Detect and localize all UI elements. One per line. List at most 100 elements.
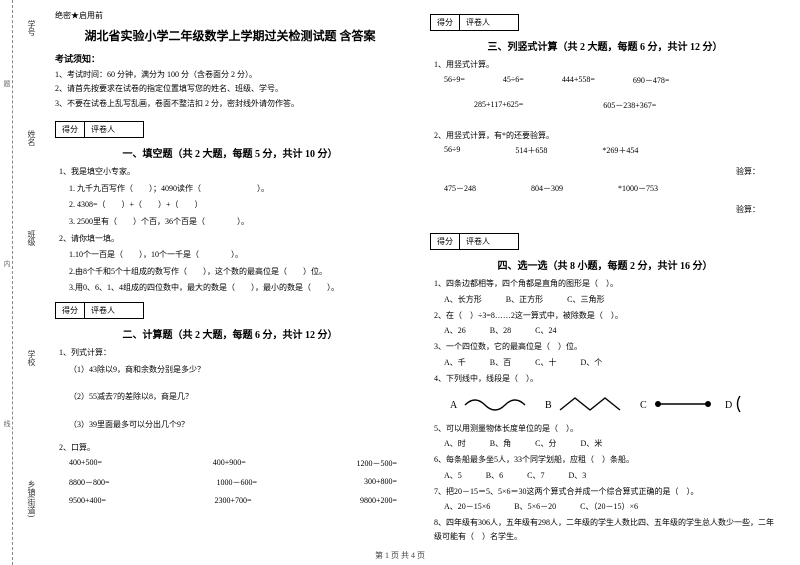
opt: C、三角形 <box>567 295 604 304</box>
opt: A、26 <box>444 326 466 335</box>
opt: C、（20－15）×6 <box>580 502 638 511</box>
expr: 475－248 <box>444 183 476 194</box>
s2q1b: （2）55减去7的差除以8，商是几？ <box>55 390 405 404</box>
section-4-title: 四、选一选（共 8 小题，每题 2 分，共计 16 分） <box>430 257 780 272</box>
opt: C、24 <box>535 326 556 335</box>
confidential-tag: 绝密★启用前 <box>55 10 405 21</box>
opt: B、28 <box>490 326 511 335</box>
opt: A、长方形 <box>444 295 482 304</box>
exam-title: 湖北省实验小学二年级数学上学期过关检测试题 含答案 <box>55 27 405 44</box>
s3q2: 2、用竖式计算，有*的还要验算。 <box>430 129 780 143</box>
q1c: 3. 2500里有（ ）个百，36个百是（ ）。 <box>55 215 405 229</box>
page-footer: 第 1 页 共 4 页 <box>0 550 800 561</box>
calc-row: 56÷9= 45÷6= 444+558= 690－478= <box>430 75 780 86</box>
zigzag-icon <box>560 398 620 410</box>
calc-row: 9500+400= 2300+700= 9800+200= <box>55 496 405 505</box>
grader-label: 评卷人 <box>85 303 143 318</box>
calc-row: 56÷9 514＋658 *269＋454 <box>430 145 780 156</box>
expr: 300+800= <box>364 477 397 488</box>
expr: *269＋454 <box>602 145 638 156</box>
expr: 605－238+367= <box>603 100 656 111</box>
dot-icon <box>705 401 711 407</box>
options: A、长方形 B、正方形 C、三角形 <box>430 294 780 305</box>
label-town: 乡镇(街道) <box>26 480 37 517</box>
calc-row: 8800－800= 1000－600= 300+800= <box>55 477 405 488</box>
s4q1: 1、四条边都相等，四个角都是直角的图形是（ ）。 <box>430 277 780 291</box>
section-3-title: 三、列竖式计算（共 2 大题，每题 6 分，共计 12 分） <box>430 38 780 53</box>
label-name: 姓名 <box>26 130 37 146</box>
opt: D、个 <box>580 358 602 367</box>
notice-item: 1、考试时间：60 分钟，满分为 100 分（含卷面分 2 分）。 <box>55 68 405 82</box>
wave-icon <box>465 400 525 410</box>
check-label: 验算： <box>430 166 780 177</box>
s2q2: 2、口算。 <box>55 441 405 455</box>
opt: C、分 <box>535 439 556 448</box>
notice-item: 3、不要在试卷上乱写乱画，卷面不整洁扣 2 分，密封线外请勿作答。 <box>55 97 405 111</box>
calc-row: 285+117+625= 605－238+367= <box>460 100 780 111</box>
grader-label: 评卷人 <box>460 234 518 249</box>
score-label: 得分 <box>431 15 460 30</box>
opt: A、时 <box>444 439 466 448</box>
q2c: 3.用0、6、1、4组成的四位数中，最大的数是（ ），最小的数是（ ）。 <box>55 281 405 295</box>
grader-label: 评卷人 <box>460 15 518 30</box>
binding-line <box>12 0 13 565</box>
opt: B、6 <box>486 471 503 480</box>
expr: 514＋658 <box>515 145 547 156</box>
expr: 9800+200= <box>360 496 397 505</box>
opt: A、20－15×6 <box>444 502 490 511</box>
expr: 444+558= <box>562 75 595 86</box>
opt-c-label: C <box>640 400 647 411</box>
opt: C、十 <box>535 358 556 367</box>
options: A、时 B、角 C、分 D、米 <box>430 438 780 449</box>
options: A、26 B、28 C、24 <box>430 325 780 336</box>
opt: D、3 <box>568 471 586 480</box>
main-content: 绝密★启用前 湖北省实验小学二年级数学上学期过关检测试题 含答案 考试须知： 1… <box>55 10 790 547</box>
calc-row: 475－248 804－309 *1000－753 <box>430 183 780 194</box>
opt: B、百 <box>490 358 511 367</box>
section-2-title: 二、计算题（共 2 大题，每题 6 分，共计 12 分） <box>55 326 405 341</box>
opt-a-label: A <box>450 400 458 411</box>
binding-word: 题 <box>2 80 12 87</box>
label-class: 班级 <box>26 230 37 246</box>
opt: B、5×6－20 <box>514 502 556 511</box>
notice-list: 1、考试时间：60 分钟，满分为 100 分（含卷面分 2 分）。 2、请首先按… <box>55 68 405 111</box>
s4q6: 6、每条船最多坐5人，33个同学划船，应租（ ）条船。 <box>430 453 780 467</box>
binding-word: 内 <box>2 260 12 267</box>
expr: 285+117+625= <box>474 100 523 111</box>
expr: 9500+400= <box>69 496 106 505</box>
expr: 400+500= <box>69 458 102 469</box>
expr: 804－309 <box>531 183 563 194</box>
calc-row: 400+500= 400+900= 1200－500= <box>55 458 405 469</box>
q1b: 2. 4308=（ ）+（ ）+（ ） <box>55 198 405 212</box>
s4q5: 5、可以用测量物体长度单位的是（ ）。 <box>430 422 780 436</box>
q1a: 1. 九千九百写作（ ）；4090读作（ ）。 <box>55 182 405 196</box>
expr: 8800－800= <box>69 477 110 488</box>
opt-b-label: B <box>545 400 552 411</box>
notice-item: 2、请首先按要求在试卷的指定位置填写您的姓名、班级、学号。 <box>55 82 405 96</box>
opt: B、正方形 <box>506 295 543 304</box>
check-label: 验算： <box>430 204 780 215</box>
score-label: 得分 <box>56 303 85 318</box>
q2a: 1.10个一百是（ ），10个一千是（ ）。 <box>55 248 405 262</box>
expr: 56÷9 <box>444 145 460 156</box>
expr: 400+900= <box>213 458 246 469</box>
s3q1: 1、用竖式计算。 <box>430 58 780 72</box>
expr: 45÷6= <box>503 75 524 86</box>
s4q3: 3、一个四位数，它的最高位是（ ）位。 <box>430 340 780 354</box>
s4q8: 8、四年级有306人，五年级有298人，二年级的学生人数比四、五年级的学生总人数… <box>430 516 780 543</box>
opt: A、5 <box>444 471 462 480</box>
expr: 56÷9= <box>444 75 465 86</box>
expr: 1200－500= <box>356 458 397 469</box>
s2q1c: （3）39里面最多可以分出几个9？ <box>55 418 405 432</box>
expr: 1000－600= <box>216 477 257 488</box>
opt: A、千 <box>444 358 466 367</box>
expr: 2300+700= <box>214 496 251 505</box>
score-box: 得分 评卷人 <box>55 302 144 319</box>
opt: B、角 <box>490 439 511 448</box>
q1: 1、我是填空小专家。 <box>55 165 405 179</box>
column-right: 得分 评卷人 三、列竖式计算（共 2 大题，每题 6 分，共计 12 分） 1、… <box>430 10 780 547</box>
opt: D、米 <box>580 439 602 448</box>
options: A、千 B、百 C、十 D、个 <box>430 357 780 368</box>
expr: 690－478= <box>633 75 670 86</box>
options: A、5 B、6 C、7 D、3 <box>430 470 780 481</box>
